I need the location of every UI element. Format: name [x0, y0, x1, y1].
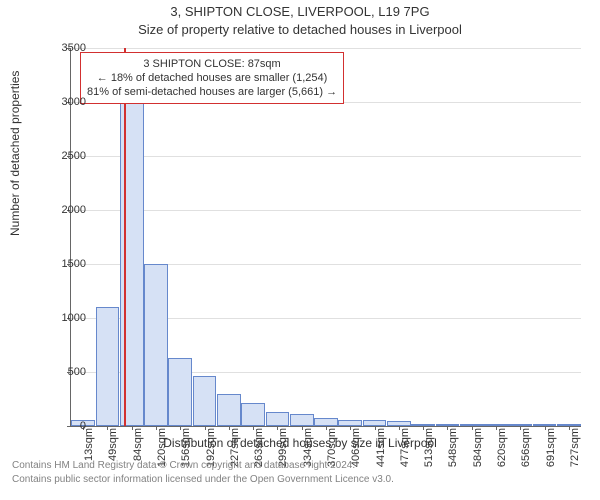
info-line-1: 3 SHIPTON CLOSE: 87sqm	[87, 57, 337, 71]
info-box: 3 SHIPTON CLOSE: 87sqm ← 18% of detached…	[80, 52, 344, 104]
y-tick-label: 2500	[46, 150, 86, 162]
subtitle: Size of property relative to detached ho…	[0, 22, 600, 37]
histogram-bar	[217, 394, 241, 426]
histogram-bar	[144, 264, 168, 426]
footer-line-1: Contains HM Land Registry data © Crown c…	[12, 460, 355, 471]
histogram-bar	[241, 403, 265, 426]
histogram-bar	[314, 418, 338, 426]
y-tick-label: 500	[46, 366, 86, 378]
footer-line-2: Contains public sector information licen…	[12, 474, 394, 485]
y-tick-label: 3000	[46, 96, 86, 108]
histogram-bar	[96, 307, 120, 426]
y-tick-label: 1000	[46, 312, 86, 324]
histogram-bar	[193, 376, 217, 426]
y-tick-label: 0	[46, 420, 86, 432]
histogram-bar	[168, 358, 192, 426]
address-title: 3, SHIPTON CLOSE, LIVERPOOL, L19 7PG	[0, 4, 600, 19]
histogram-bar	[266, 412, 290, 426]
x-axis-label: Distribution of detached houses by size …	[0, 436, 600, 450]
plot-area: 13sqm49sqm84sqm120sqm156sqm192sqm227sqm2…	[70, 48, 581, 427]
property-marker-line	[124, 48, 126, 426]
y-tick-label: 3500	[46, 42, 86, 54]
histogram-bar	[290, 414, 314, 426]
info-line-3: 81% of semi-detached houses are larger (…	[87, 85, 337, 99]
y-tick-label: 1500	[46, 258, 86, 270]
info-line-2: ← 18% of detached houses are smaller (1,…	[87, 71, 337, 85]
y-axis-label: Number of detached properties	[8, 71, 22, 236]
y-tick-label: 2000	[46, 204, 86, 216]
